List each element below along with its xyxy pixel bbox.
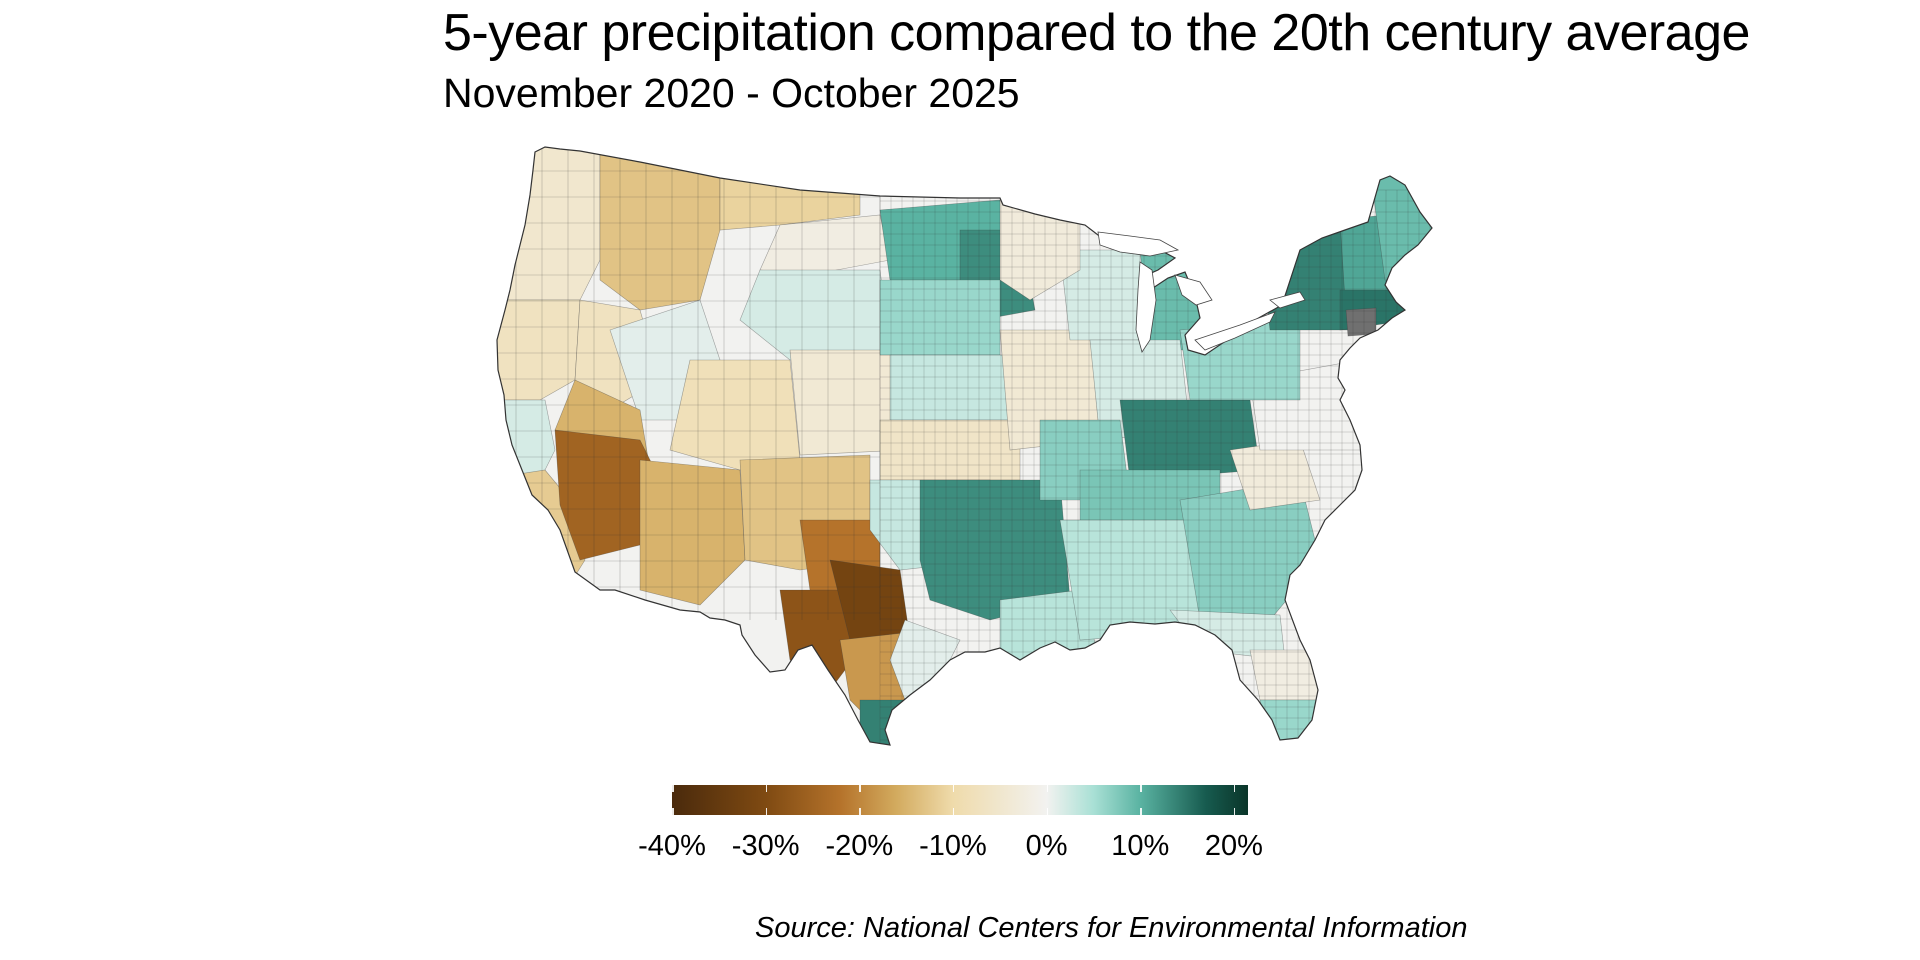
colorbar-tick-mark [859,785,861,792]
colorbar-tick-label: 20% [1204,830,1263,862]
colorbar-tick-label: -10% [919,830,987,862]
colorbar-tick-mark [1046,808,1049,815]
lake [1097,231,1180,257]
lake [1269,291,1306,309]
source-note: Source: National Centers for Environment… [755,912,1468,944]
region-lower-rio-grande-valley [859,699,906,745]
region-south-florida [1259,699,1321,745]
colorbar-tick-label: -30% [731,830,800,862]
region-northern-montana [719,147,861,231]
colorbar-tick-mark [672,785,674,792]
colorbar-tick-mark [952,785,955,792]
colorbar-tick-mark [1140,808,1142,815]
colorbar-legend [672,785,1248,815]
colorbar-tick-mark [1233,808,1236,815]
colorbar-tick-mark [765,785,768,792]
region-eastern-montana [759,214,891,276]
colorbar-tick-mark [672,808,674,815]
colorbar-tick-mark [859,808,861,815]
lake [1135,261,1157,353]
colorbar-tick-label: -20% [825,830,894,862]
great-lakes [1097,231,1306,353]
region-utah-colorado-plateau [669,359,801,471]
region-kansas [879,419,1021,481]
colorbar-tick-mark [952,808,955,815]
region-northern-california [497,299,581,401]
county-regions-layer [497,147,1432,745]
lake [1174,274,1213,306]
colorbar-tick-mark [1046,785,1049,792]
region-peninsular-florida [1249,649,1321,701]
region-central-california-coast [497,399,556,481]
colorbar-tick-mark [1233,785,1236,792]
colorbar-tick-label: 10% [1111,830,1170,862]
map-title: 5-year precipitation compared to the 20t… [443,4,1750,62]
colorbar-tick-label: 0% [1025,830,1068,862]
colorbar [672,785,1248,815]
colorbar-tick-mark [765,808,768,815]
lake [1194,311,1276,351]
map-subtitle: November 2020 - October 2025 [443,70,1020,116]
colorbar-tick-label: -40% [638,830,706,862]
colorbar-tick-mark [1140,785,1142,792]
region-pacific-northwest-coast [497,147,601,301]
us-outline [496,146,1433,746]
